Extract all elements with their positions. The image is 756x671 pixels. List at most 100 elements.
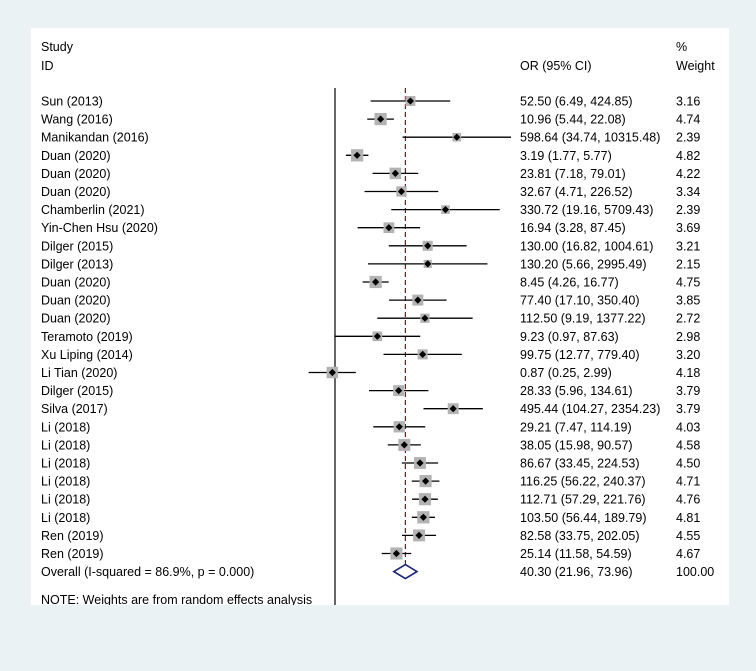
study-weight-text: 4.58 bbox=[676, 438, 700, 452]
study-ci-text: 99.75 (12.77, 779.40) bbox=[520, 348, 640, 362]
study-point-marker bbox=[395, 423, 403, 431]
study-label: Yin-Chen Hsu (2020) bbox=[41, 221, 158, 235]
study-label: Silva (2017) bbox=[41, 402, 108, 416]
study-label: Li (2018) bbox=[41, 457, 90, 471]
study-label: Xu Liping (2014) bbox=[41, 348, 133, 362]
study-label: Li (2018) bbox=[41, 420, 90, 434]
study-weight-text: 3.79 bbox=[676, 384, 700, 398]
study-label: Li (2018) bbox=[41, 493, 90, 507]
study-ci-text: 38.05 (15.98, 90.57) bbox=[520, 438, 633, 452]
study-ci-text: 10.96 (5.44, 22.08) bbox=[520, 113, 626, 127]
study-point-marker bbox=[353, 151, 361, 159]
study-ci-text: 103.50 (56.44, 189.79) bbox=[520, 511, 647, 525]
study-weight-text: 3.34 bbox=[676, 185, 700, 199]
study-point-marker bbox=[416, 459, 424, 467]
study-point-marker bbox=[376, 115, 385, 123]
study-weight-text: 2.39 bbox=[676, 131, 700, 145]
study-ci-text: 598.64 (34.74, 10315.48) bbox=[520, 131, 660, 145]
study-weight-text: 4.81 bbox=[676, 511, 700, 525]
header-id: ID bbox=[41, 59, 54, 73]
study-weight-text: 4.82 bbox=[676, 149, 700, 163]
study-weight-text: 2.15 bbox=[676, 257, 700, 271]
study-ci-text: 495.44 (104.27, 2354.23) bbox=[520, 402, 660, 416]
study-label: Sun (2013) bbox=[41, 95, 103, 109]
overall-label: Overall (I-squared = 86.9%, p = 0.000) bbox=[41, 565, 254, 579]
study-weight-text: 4.71 bbox=[676, 475, 700, 489]
study-label: Li (2018) bbox=[41, 438, 90, 452]
study-ci-text: 130.20 (5.66, 2995.49) bbox=[520, 257, 647, 271]
header-study: Study bbox=[41, 40, 74, 54]
study-point-marker bbox=[421, 477, 430, 485]
study-ci-text: 77.40 (17.10, 350.40) bbox=[520, 294, 640, 308]
study-label: Ren (2019) bbox=[41, 547, 104, 561]
study-weight-text: 2.98 bbox=[676, 330, 700, 344]
study-ci-text: 330.72 (19.16, 5709.43) bbox=[520, 203, 653, 217]
study-ci-text: 25.14 (11.58, 54.59) bbox=[520, 547, 632, 561]
study-weight-text: 4.50 bbox=[676, 457, 700, 471]
study-weight-text: 4.74 bbox=[676, 113, 700, 127]
study-point-marker bbox=[424, 242, 432, 250]
study-point-marker bbox=[414, 296, 422, 304]
study-label: Duan (2020) bbox=[41, 167, 111, 181]
study-label: Ren (2019) bbox=[41, 529, 104, 543]
study-point-marker bbox=[397, 187, 405, 196]
study-weight-text: 3.85 bbox=[676, 294, 700, 308]
study-label: Dilger (2015) bbox=[41, 239, 113, 253]
study-weight-text: 4.18 bbox=[676, 366, 700, 380]
study-ci-text: 32.67 (4.71, 226.52) bbox=[520, 185, 633, 199]
study-point-marker bbox=[392, 549, 401, 558]
study-ci-text: 112.71 (57.29, 221.76) bbox=[520, 493, 646, 507]
study-label: Teramoto (2019) bbox=[41, 330, 133, 344]
study-point-marker bbox=[419, 350, 427, 358]
study-label: Duan (2020) bbox=[41, 185, 111, 199]
study-label: Dilger (2013) bbox=[41, 257, 113, 271]
study-weight-text: 2.39 bbox=[676, 203, 700, 217]
study-label: Duan (2020) bbox=[41, 276, 111, 290]
study-label: Manikandan (2016) bbox=[41, 131, 149, 145]
study-weight-text: 3.69 bbox=[676, 221, 700, 235]
study-label: Li Tian (2020) bbox=[41, 366, 117, 380]
study-point-marker bbox=[453, 133, 461, 141]
study-weight-text: 3.79 bbox=[676, 402, 700, 416]
study-point-marker bbox=[441, 206, 450, 214]
study-point-marker bbox=[372, 278, 380, 286]
study-ci-text: 86.67 (33.45, 224.53) bbox=[520, 457, 640, 471]
study-ci-text: 29.21 (7.47, 114.19) bbox=[520, 420, 632, 434]
overall-weight-text: 100.00 bbox=[676, 565, 714, 579]
study-ci-text: 112.50 (9.19, 1377.22) bbox=[520, 312, 646, 326]
study-point-marker bbox=[415, 531, 423, 539]
study-label: Dilger (2015) bbox=[41, 384, 113, 398]
study-point-marker bbox=[406, 97, 415, 105]
study-label: Li (2018) bbox=[41, 511, 90, 525]
study-weight-text: 3.16 bbox=[676, 95, 700, 109]
footnote: NOTE: Weights are from random effects an… bbox=[41, 593, 312, 605]
study-point-marker bbox=[395, 387, 403, 395]
study-weight-text: 4.22 bbox=[676, 167, 700, 181]
header-weight: Weight bbox=[676, 59, 715, 73]
study-weight-text: 3.21 bbox=[676, 239, 700, 253]
study-point-marker bbox=[400, 441, 408, 449]
study-weight-text: 4.75 bbox=[676, 276, 700, 290]
study-label: Li (2018) bbox=[41, 475, 90, 489]
study-point-marker bbox=[421, 314, 429, 322]
study-ci-text: 9.23 (0.97, 87.63) bbox=[520, 330, 619, 344]
study-label: Duan (2020) bbox=[41, 312, 111, 326]
plot-frame: Study ID OR (95% CI) % Weight Sun (2013)… bbox=[31, 28, 729, 636]
study-ci-text: 28.33 (5.96, 134.61) bbox=[520, 384, 633, 398]
overall-diamond bbox=[392, 563, 419, 580]
study-weight-text: 4.67 bbox=[676, 547, 700, 561]
study-point-marker bbox=[449, 405, 457, 413]
study-ci-text: 8.45 (4.26, 16.77) bbox=[520, 276, 619, 290]
study-weight-text: 2.72 bbox=[676, 312, 700, 326]
study-ci-text: 23.81 (7.18, 79.01) bbox=[520, 167, 626, 181]
study-weight-text: 4.76 bbox=[676, 493, 700, 507]
study-ci-text: 116.25 (56.22, 240.37) bbox=[520, 475, 646, 489]
study-weight-text: 4.55 bbox=[676, 529, 700, 543]
study-point-marker bbox=[373, 332, 381, 340]
study-weight-text: 4.03 bbox=[676, 420, 700, 434]
study-point-marker bbox=[419, 513, 427, 521]
study-point-marker bbox=[328, 368, 336, 377]
header-weight-percent: % bbox=[676, 40, 687, 54]
study-ci-text: 52.50 (6.49, 424.85) bbox=[520, 95, 633, 109]
study-point-marker bbox=[385, 224, 393, 232]
